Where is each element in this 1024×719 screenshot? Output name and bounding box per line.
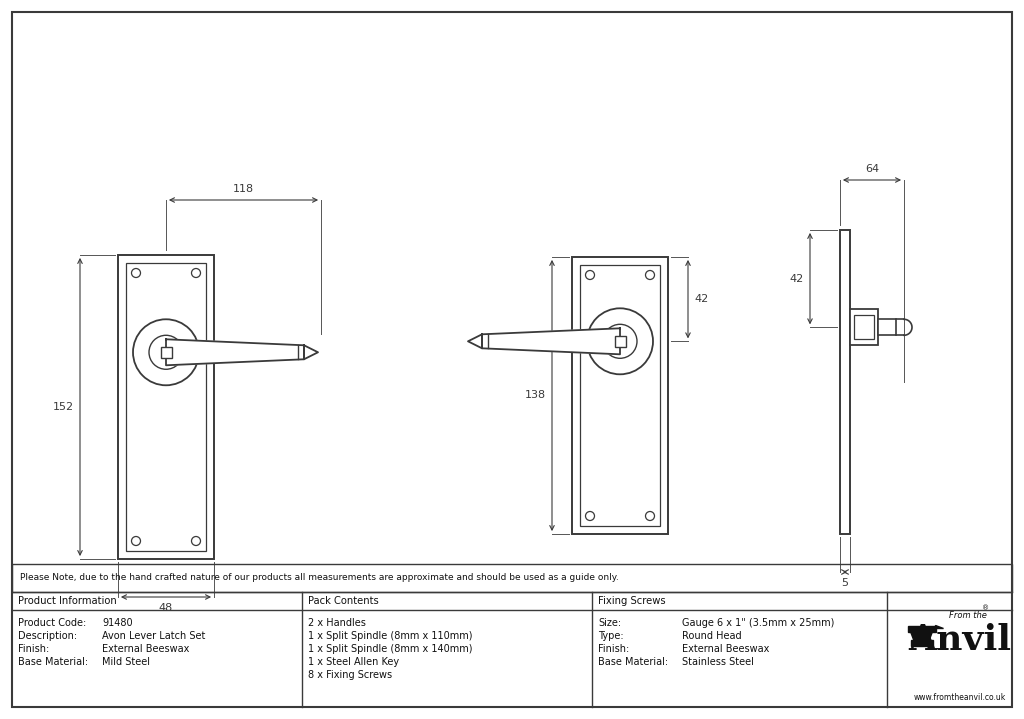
Text: Product Information: Product Information <box>18 596 117 606</box>
Bar <box>840 230 850 534</box>
Text: Product Code:: Product Code: <box>18 618 86 628</box>
Text: 2 x Handles: 2 x Handles <box>308 618 366 628</box>
Text: 1 x Split Spindle (8mm x 110mm): 1 x Split Spindle (8mm x 110mm) <box>308 631 472 641</box>
Text: Description:: Description: <box>18 631 77 641</box>
Text: Avon Lever Latch Set: Avon Lever Latch Set <box>102 631 206 641</box>
Bar <box>126 263 206 551</box>
Text: Base Material:: Base Material: <box>598 657 668 667</box>
Bar <box>161 347 171 358</box>
Text: Finish:: Finish: <box>18 644 49 654</box>
Text: External Beeswax: External Beeswax <box>682 644 769 654</box>
Polygon shape <box>304 345 318 360</box>
Text: Type:: Type: <box>598 631 624 641</box>
Circle shape <box>131 268 140 278</box>
Bar <box>580 265 660 526</box>
Polygon shape <box>910 631 933 639</box>
Text: ®: ® <box>982 605 989 611</box>
Text: 1 x Split Spindle (8mm x 140mm): 1 x Split Spindle (8mm x 140mm) <box>308 644 472 654</box>
Text: Finish:: Finish: <box>598 644 630 654</box>
Polygon shape <box>907 626 936 631</box>
Text: Size:: Size: <box>598 618 622 628</box>
Bar <box>614 336 626 347</box>
Text: Fixing Screws: Fixing Screws <box>598 596 666 606</box>
Text: Base Material:: Base Material: <box>18 657 88 667</box>
Circle shape <box>191 536 201 546</box>
Bar <box>850 309 878 345</box>
Text: External Beeswax: External Beeswax <box>102 644 189 654</box>
Text: 5: 5 <box>842 578 849 588</box>
Polygon shape <box>468 334 482 348</box>
Circle shape <box>645 270 654 280</box>
Text: 42: 42 <box>790 274 804 283</box>
Text: Gauge 6 x 1" (3.5mm x 25mm): Gauge 6 x 1" (3.5mm x 25mm) <box>682 618 835 628</box>
Polygon shape <box>936 626 943 628</box>
Text: 91480: 91480 <box>102 618 133 628</box>
Circle shape <box>133 319 199 385</box>
Text: 1 x Steel Allen Key: 1 x Steel Allen Key <box>308 657 399 667</box>
Circle shape <box>131 536 140 546</box>
Bar <box>878 319 896 335</box>
Text: Anvil: Anvil <box>908 623 1011 656</box>
Text: Stainless Steel: Stainless Steel <box>682 657 754 667</box>
Polygon shape <box>482 329 620 354</box>
Text: 138: 138 <box>525 390 546 400</box>
Bar <box>572 257 668 534</box>
Text: 64: 64 <box>865 164 879 174</box>
Text: 152: 152 <box>53 402 74 412</box>
Text: Mild Steel: Mild Steel <box>102 657 150 667</box>
Bar <box>12 564 1012 592</box>
Text: 118: 118 <box>232 184 254 194</box>
Polygon shape <box>910 639 933 646</box>
Text: 48: 48 <box>159 603 173 613</box>
Text: Please Note, due to the hand crafted nature of our products all measurements are: Please Note, due to the hand crafted nat… <box>20 574 618 582</box>
Text: 42: 42 <box>694 294 709 304</box>
Circle shape <box>150 335 183 370</box>
Circle shape <box>603 324 637 358</box>
Circle shape <box>645 511 654 521</box>
Circle shape <box>587 308 653 375</box>
Text: 8 x Fixing Screws: 8 x Fixing Screws <box>308 670 392 680</box>
Text: www.fromtheanvil.co.uk: www.fromtheanvil.co.uk <box>913 692 1006 702</box>
Text: Round Head: Round Head <box>682 631 741 641</box>
Bar <box>118 255 214 559</box>
Circle shape <box>586 270 595 280</box>
Text: From the: From the <box>948 610 986 620</box>
Text: Pack Contents: Pack Contents <box>308 596 379 606</box>
Circle shape <box>191 268 201 278</box>
Bar <box>854 315 874 339</box>
Polygon shape <box>166 339 304 365</box>
Circle shape <box>586 511 595 521</box>
